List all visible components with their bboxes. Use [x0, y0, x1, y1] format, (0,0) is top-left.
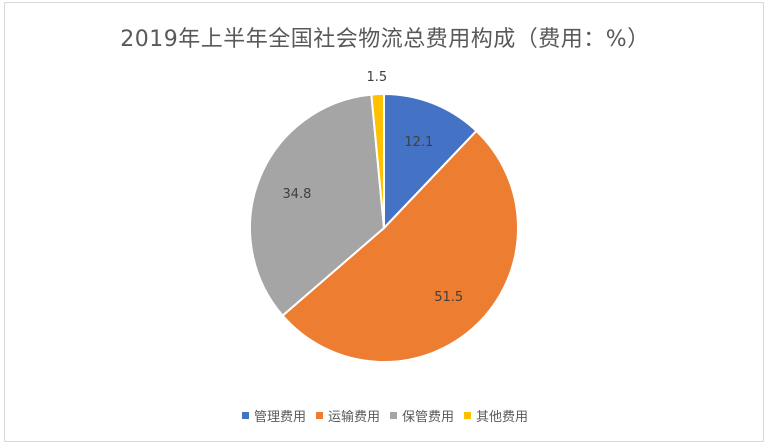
- legend-label-management: 管理费用: [253, 410, 306, 425]
- legend-swatch-storage: [390, 412, 397, 419]
- data-label-storage: 34.8: [282, 187, 311, 202]
- chart-frame: 2019年上半年全国社会物流总费用构成（费用：%） 12.1 51.5 34.8 1.…: [4, 2, 764, 442]
- data-label-other: 1.5: [366, 70, 387, 85]
- pie-labels: 12.1 51.5 34.8 1.5: [282, 70, 463, 305]
- pie-slice-transport: [281, 129, 519, 364]
- legend-item-other: 其他费用: [464, 406, 528, 425]
- legend-item-management: 管理费用: [241, 406, 306, 425]
- legend-swatch-transport: [315, 412, 323, 419]
- legend-swatch-other: [464, 412, 472, 419]
- legend-label-transport: 运输费用: [327, 410, 380, 425]
- data-label-transport: 51.5: [434, 290, 463, 305]
- legend-label-storage: 保管费用: [402, 410, 455, 425]
- chart-title: 2019年上半年全国社会物流总费用构成（费用：%）: [120, 27, 650, 52]
- legend-item-transport: 运输费用: [315, 406, 380, 425]
- data-label-management: 12.1: [404, 135, 433, 150]
- pie-slices: [249, 92, 519, 364]
- legend-label-other: 其他费用: [476, 410, 529, 425]
- pie-chart: 12.1 51.5 34.8 1.5: [249, 70, 519, 364]
- legend-swatch-management: [241, 412, 249, 419]
- pie-slice-management: [383, 92, 478, 231]
- pie-slice-other: [370, 92, 385, 229]
- legend-item-storage: 保管费用: [390, 406, 454, 425]
- pie-slice-storage: [249, 93, 386, 317]
- legend: 管理费用 运输费用 保管费用 其他费用: [5, 406, 765, 425]
